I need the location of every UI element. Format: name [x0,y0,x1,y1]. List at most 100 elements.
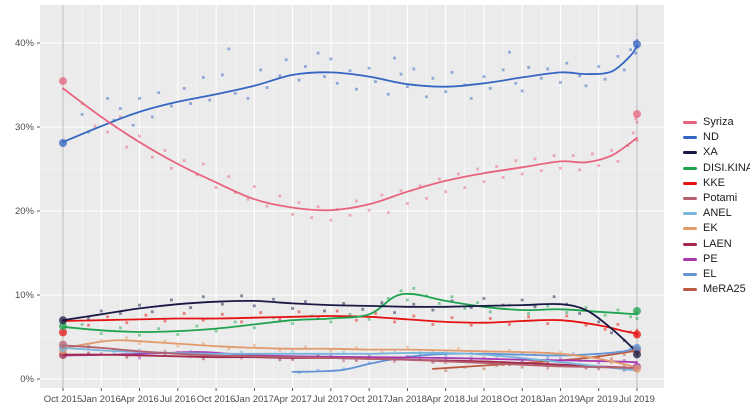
legend-label: MeRA25 [703,283,746,296]
poll-point [323,75,326,78]
legend-swatch-el [683,272,697,276]
poll-point [182,87,186,90]
poll-point [533,305,537,309]
poll-point [291,213,294,216]
poll-point [119,312,122,315]
poll-point [603,313,607,317]
poll-point [488,310,492,314]
election-marker-kke [633,330,641,339]
trend-line-potami [62,344,638,369]
poll-point [170,166,173,170]
poll-point [584,306,588,309]
poll-point [208,98,212,102]
poll-point [514,159,518,162]
election-marker-xa [633,350,641,359]
poll-point [355,346,358,350]
poll-point [342,350,345,354]
poll-point [99,339,103,342]
poll-point [240,350,243,354]
poll-point [176,333,180,336]
poll-point [355,318,358,322]
poll-point [99,309,103,313]
poll-point [597,164,601,167]
poll-point [635,120,639,124]
poll-point [393,360,396,363]
poll-point [348,213,352,217]
poll-point [546,355,550,359]
poll-point [138,303,141,307]
poll-point [163,339,167,343]
poll-point [291,358,294,362]
poll-point [463,307,467,310]
poll-point [603,328,607,331]
poll-point [482,297,486,300]
poll-point [201,76,205,79]
poll-point [546,361,550,365]
poll-point [342,302,345,305]
poll-point [635,139,639,142]
poll-point [304,345,307,349]
election-marker-nd [59,139,67,147]
poll-point [412,302,416,306]
legend-label: ANEL [703,207,732,220]
poll-point [348,312,352,316]
poll-point [80,113,84,116]
poll-point [437,177,441,181]
poll-point [246,197,250,201]
poll-point [252,344,256,347]
poll-point [138,97,141,100]
poll-point [304,65,307,68]
poll-point [157,327,161,330]
poll-point [93,124,97,128]
poll-point [597,65,601,68]
poll-point [361,307,365,311]
poll-point [278,74,282,78]
poll-point [297,310,301,314]
poll-point [565,311,569,314]
poll-point [610,357,613,361]
poll-point [291,349,294,353]
poll-point [399,289,403,293]
poll-point [444,190,448,194]
legend-label: Syriza [703,116,734,129]
poll-point [444,361,448,365]
poll-point [278,358,282,362]
poll-point [284,58,288,62]
legend-label: EK [703,222,718,235]
poll-point [329,349,333,353]
y-tick-label: 30% [15,122,35,133]
x-tick-label: Apr 2017 [273,394,312,405]
election-marker-kke [59,328,67,337]
legend-item-ek: EK [683,221,750,236]
poll-point [418,184,422,188]
poll-point [195,324,199,328]
poll-point [399,72,403,76]
trend-line-xa [62,299,638,353]
poll-point [546,322,550,325]
poll-point [399,189,403,193]
poll-point [221,312,224,316]
poll-point [214,329,218,333]
poll-point [597,361,601,365]
y-tick-label: 40% [15,38,35,49]
election-marker-ek [633,364,641,373]
poll-point [182,312,186,315]
poll-point [476,301,479,304]
x-tick-label: Jul 2018 [466,394,502,405]
poll-point [138,333,141,337]
poll-point [552,295,556,299]
poll-point [634,51,638,55]
poll-point [450,299,454,303]
poll-point [546,304,550,308]
x-tick-label: Jan 2019 [541,394,580,405]
poll-point [431,76,435,80]
x-tick-label: Jul 2019 [619,394,655,405]
y-tick-label: 10% [15,290,35,301]
poll-point [201,295,205,299]
legend-label: Potami [703,192,738,205]
poll-point [533,157,537,161]
poll-point [252,326,256,330]
poll-point [259,68,263,72]
poll-point [634,117,638,120]
